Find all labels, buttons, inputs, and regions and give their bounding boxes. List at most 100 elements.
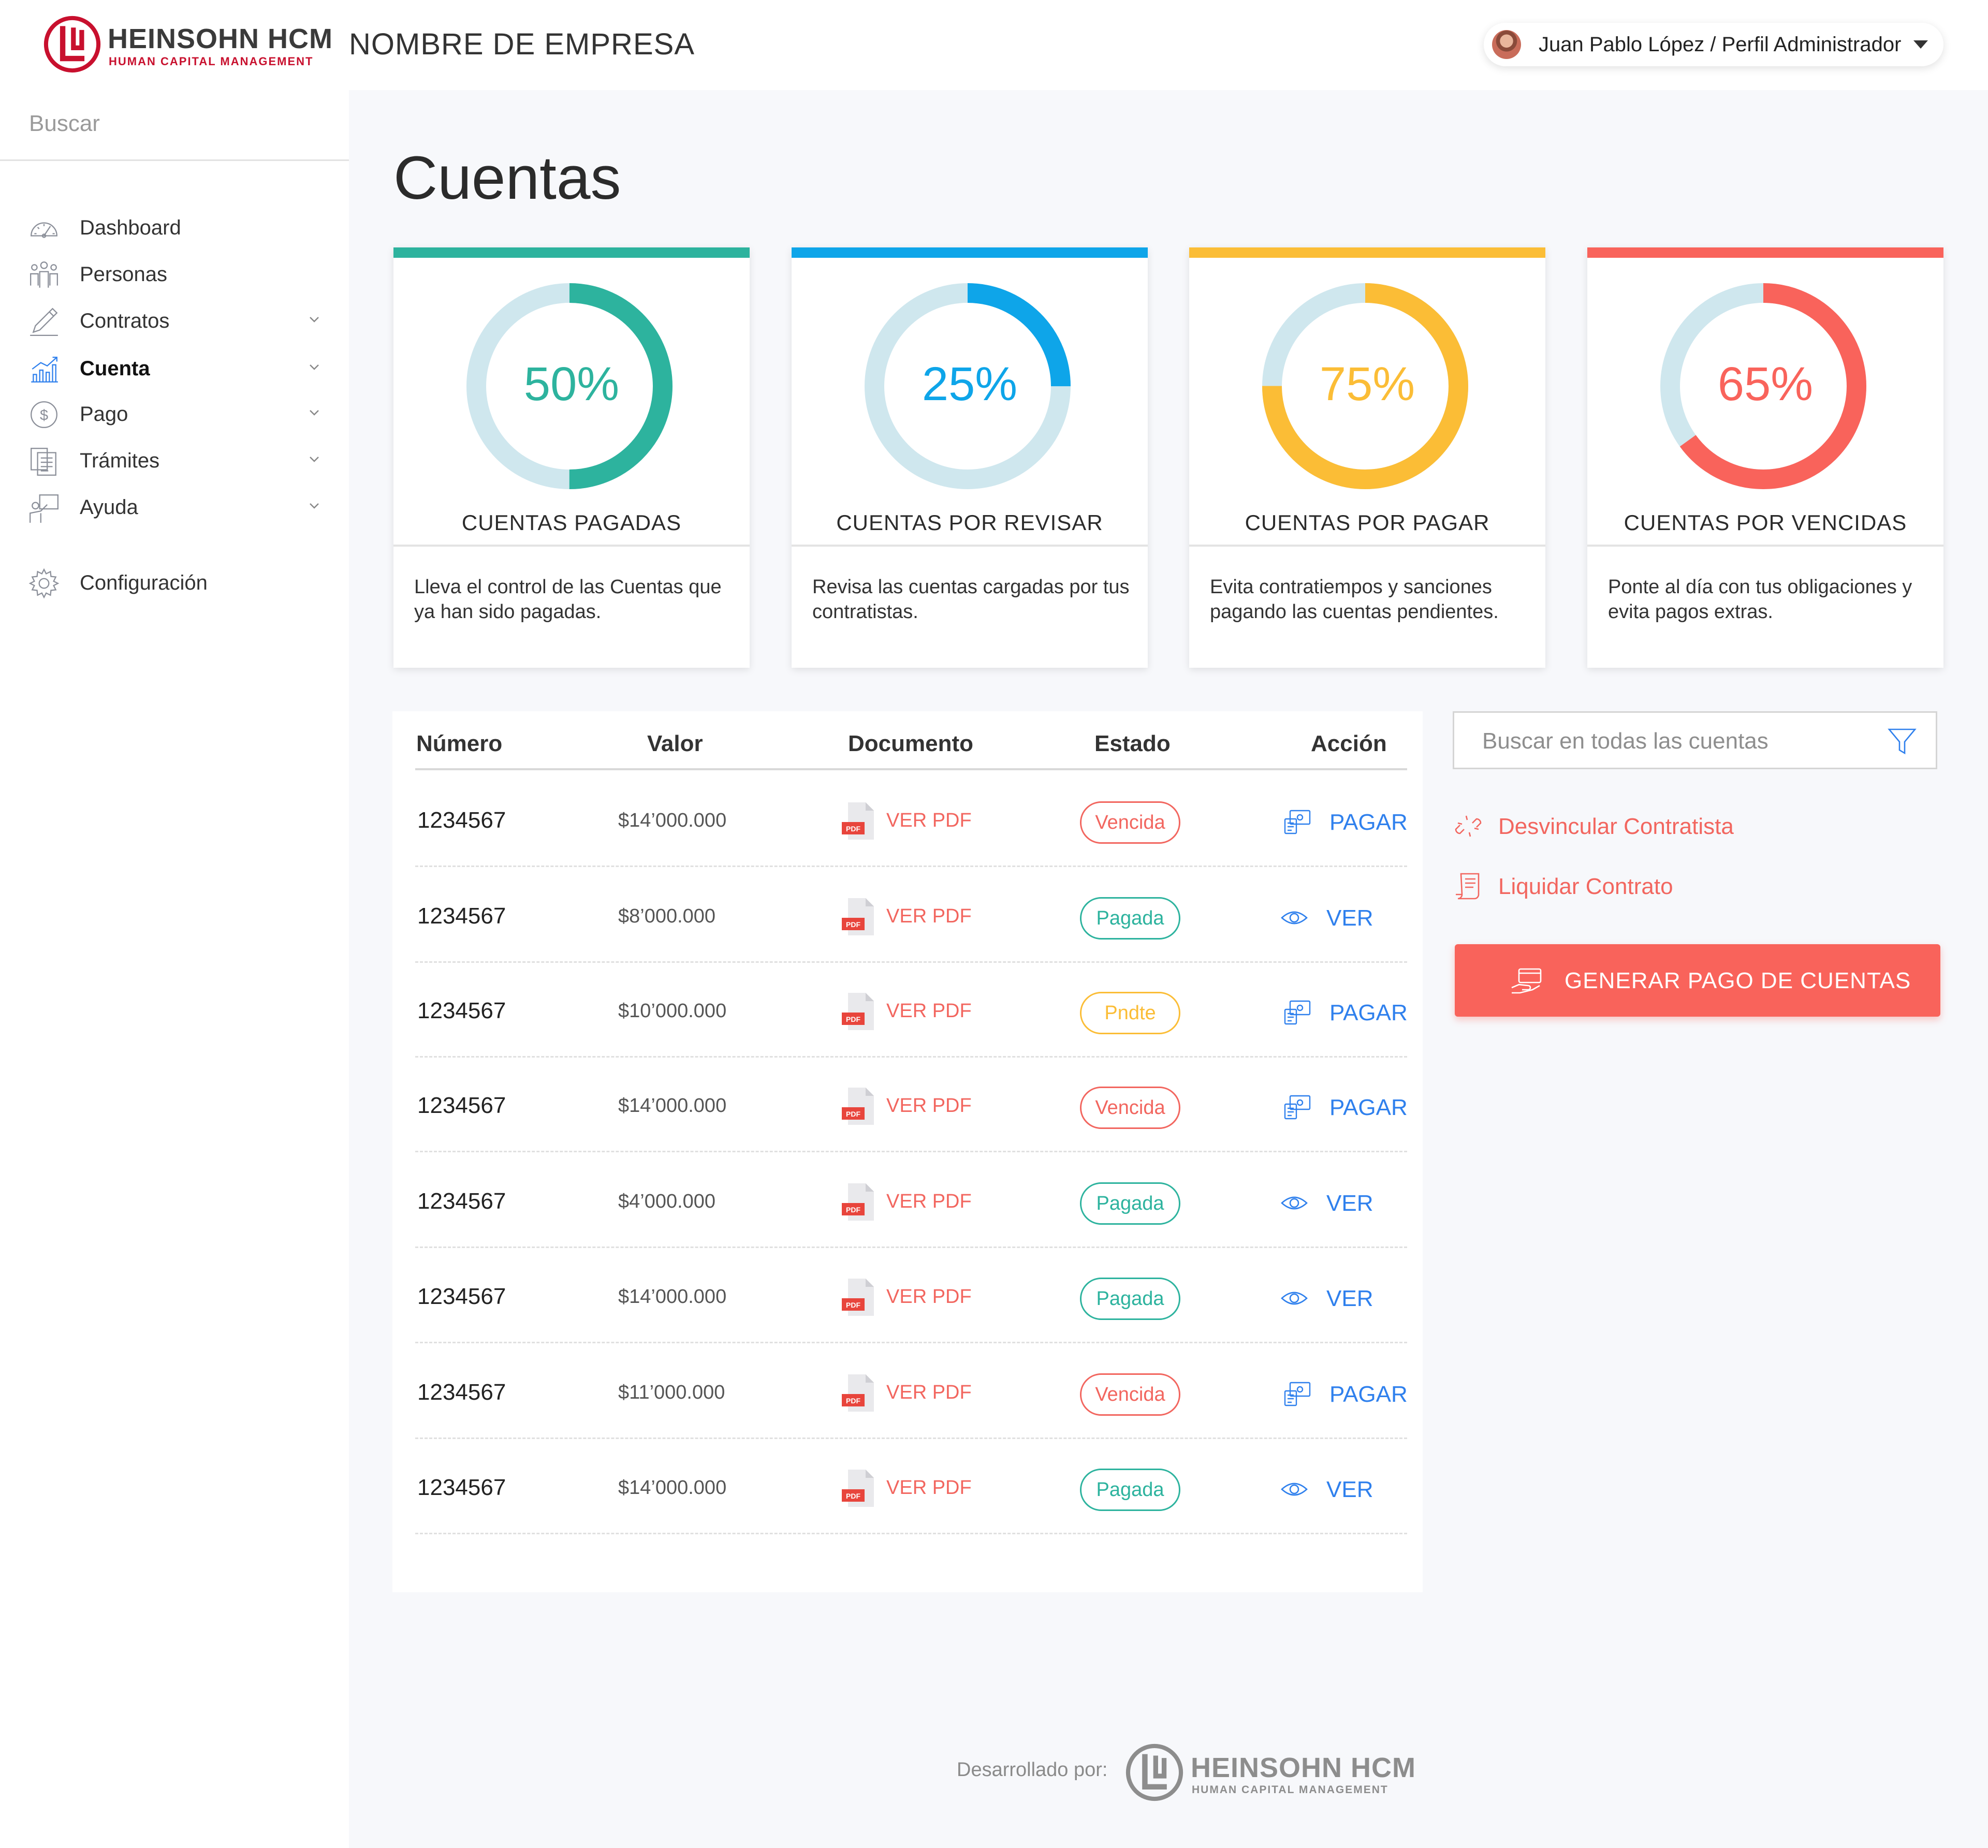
pdf-file-icon[interactable]: PDF [841, 1469, 877, 1509]
pdf-file-icon[interactable]: PDF [841, 897, 877, 937]
eye-icon [1281, 911, 1308, 925]
card-cuentas-pagadas[interactable]: 50% CUENTAS PAGADAS Lleva el control de … [393, 247, 750, 668]
pay-action-button[interactable]: PAGAR [1283, 1370, 1408, 1417]
svg-text:PDF: PDF [846, 1110, 860, 1118]
bar-chart-icon [31, 357, 58, 383]
pay-action-button[interactable]: PAGAR [1283, 989, 1408, 1035]
sidebar-item-configuracion[interactable]: Configuración [0, 562, 349, 604]
row-number: 1234567 [417, 903, 506, 929]
gear-icon [28, 568, 60, 599]
accounts-search-input[interactable]: Buscar en todas las cuentas [1453, 711, 1937, 769]
chevron-down-icon[interactable] [306, 405, 322, 420]
pdf-file-icon[interactable]: PDF [841, 801, 877, 842]
sidebar-item-contratos[interactable]: Contratos [0, 300, 349, 342]
view-pdf-link[interactable]: VER PDF [886, 1382, 972, 1403]
pdf-file-icon[interactable]: PDF [841, 1278, 877, 1318]
view-action-button[interactable]: VER [1280, 1465, 1404, 1512]
view-pdf-link[interactable]: VER PDF [886, 1191, 972, 1212]
card-percent: 65% [1717, 358, 1814, 410]
view-action-button[interactable]: VER [1280, 1179, 1404, 1226]
user-menu[interactable]: Juan Pablo López / Perfil Administrador [1484, 23, 1943, 66]
row-number: 1234567 [417, 1189, 506, 1214]
pay-action-button[interactable]: PAGAR [1283, 1083, 1408, 1130]
unlink-contractor-link[interactable]: Desvincular Contratista [1453, 805, 1937, 847]
view-pdf-link[interactable]: VER PDF [886, 1477, 972, 1499]
view-action-button[interactable]: VER [1280, 1274, 1404, 1321]
view-pdf-link[interactable]: VER PDF [886, 810, 972, 831]
view-pdf-link[interactable]: VER PDF [886, 1095, 972, 1117]
pdf-file-icon[interactable]: PDF [841, 1182, 877, 1223]
card-cuentas-por-pagar[interactable]: 75% CUENTAS POR PAGAR Evita contratiempo… [1189, 247, 1545, 668]
heinsohn-logo-mark-icon [1125, 1743, 1183, 1801]
pay-action-button[interactable]: PAGAR [1283, 798, 1408, 845]
sidebar-item-personas[interactable]: Personas [0, 254, 349, 295]
card-cuentas-por-revisar[interactable]: 25% CUENTAS POR REVISAR Revisa las cuent… [792, 247, 1148, 668]
user-name: Juan Pablo López / Perfil Administrador [1539, 33, 1902, 56]
chevron-down-icon[interactable] [306, 359, 322, 375]
pdf-file-icon[interactable]: PDF [841, 1087, 877, 1127]
view-action-button[interactable]: VER [1280, 894, 1404, 941]
row-divider [415, 961, 1407, 963]
chevron-down-icon[interactable] [306, 451, 322, 467]
action-label: PAGAR [1329, 810, 1408, 835]
view-pdf-link[interactable]: VER PDF [886, 1286, 972, 1308]
status-badge: Pagada [1080, 897, 1180, 940]
action-label: VER [1326, 1477, 1373, 1502]
sidebar-item-pago[interactable]: $ Pago [0, 393, 349, 435]
sidebar-item-label: Pago [80, 403, 128, 426]
card-percent: 75% [1319, 358, 1415, 410]
liquidate-contract-label: Liquidar Contrato [1498, 874, 1673, 899]
table-row: 1234567 $8’000.000 PDF VER PDF Pagada VER [415, 867, 1407, 963]
card-divider [1587, 545, 1943, 547]
action-label: VER [1326, 1191, 1373, 1216]
row-divider [415, 1438, 1407, 1439]
action-label: PAGAR [1329, 1095, 1408, 1120]
sidebar-item-label: Contratos [80, 310, 170, 332]
filter-icon[interactable] [1887, 726, 1917, 756]
heinsohn-logo[interactable]: HEINSOHN HCM HUMAN CAPITAL MANAGEMENT [42, 14, 332, 77]
sidebar-item-tramites[interactable]: Trámites [0, 440, 349, 481]
card-description: Revisa las cuentas cargadas por tus cont… [812, 576, 1130, 623]
generate-payment-button[interactable]: GENERAR PAGO DE CUENTAS [1455, 944, 1940, 1017]
sidebar-item-label: Personas [80, 263, 167, 286]
liquidate-contract-link[interactable]: Liquidar Contrato [1453, 866, 1937, 907]
view-pdf-link[interactable]: VER PDF [886, 1000, 972, 1022]
sidebar-item-ayuda[interactable]: Ayuda [0, 487, 349, 528]
sidebar-item-dashboard[interactable]: Dashboard [0, 207, 349, 248]
card-divider [1189, 545, 1545, 547]
card-description: Lleva el control de las Cuentas que ya h… [414, 576, 722, 623]
card-accent-bar [792, 247, 1148, 258]
row-value: $10’000.000 [618, 1000, 727, 1022]
status-badge: Vencida [1080, 1373, 1180, 1416]
sidebar-item-label: Dashboard [80, 216, 181, 239]
chevron-down-icon[interactable] [306, 312, 322, 327]
view-pdf-link[interactable]: VER PDF [886, 905, 972, 927]
sidebar-search-input[interactable]: Buscar [29, 111, 100, 136]
card-cuentas-por-vencidas[interactable]: 65% CUENTAS POR VENCIDAS Ponte al día co… [1587, 247, 1943, 668]
brand-name: HEINSOHN HCM [108, 23, 333, 54]
column-header-valor: Valor [647, 731, 703, 756]
sidebar-item-cuenta[interactable]: Cuenta [0, 348, 349, 389]
status-badge: Pagada [1080, 1469, 1180, 1511]
dollar-coin-icon: $ [31, 401, 57, 428]
card-percent: 50% [523, 358, 620, 410]
row-divider [415, 866, 1407, 867]
table-row: 1234567 $14’000.000 PDF VER PDF Vencida PAGAR [415, 771, 1408, 867]
row-value: $14’000.000 [618, 1477, 727, 1499]
card-divider [393, 545, 750, 547]
sidebar-item-label: Trámites [80, 449, 160, 472]
pdf-file-icon[interactable]: PDF [841, 992, 877, 1032]
chevron-down-icon[interactable] [306, 498, 322, 514]
row-number: 1234567 [417, 1380, 506, 1405]
pdf-file-icon[interactable]: PDF [841, 1373, 877, 1414]
progress-ring [865, 283, 1071, 489]
card-title: CUENTAS PAGADAS [461, 510, 682, 535]
card-percent: 25% [922, 358, 1018, 410]
status-badge: Vencida [1080, 1087, 1180, 1129]
footer-brand-name: HEINSOHN HCM [1191, 1752, 1416, 1783]
footer-logo[interactable]: HEINSOHN HCM HUMAN CAPITAL MANAGEMENT [1124, 1742, 1415, 1805]
svg-text:PDF: PDF [846, 1015, 860, 1023]
row-number: 1234567 [417, 998, 506, 1023]
svg-text:PDF: PDF [846, 1492, 860, 1500]
sidebar-item-label: Ayuda [80, 496, 138, 519]
